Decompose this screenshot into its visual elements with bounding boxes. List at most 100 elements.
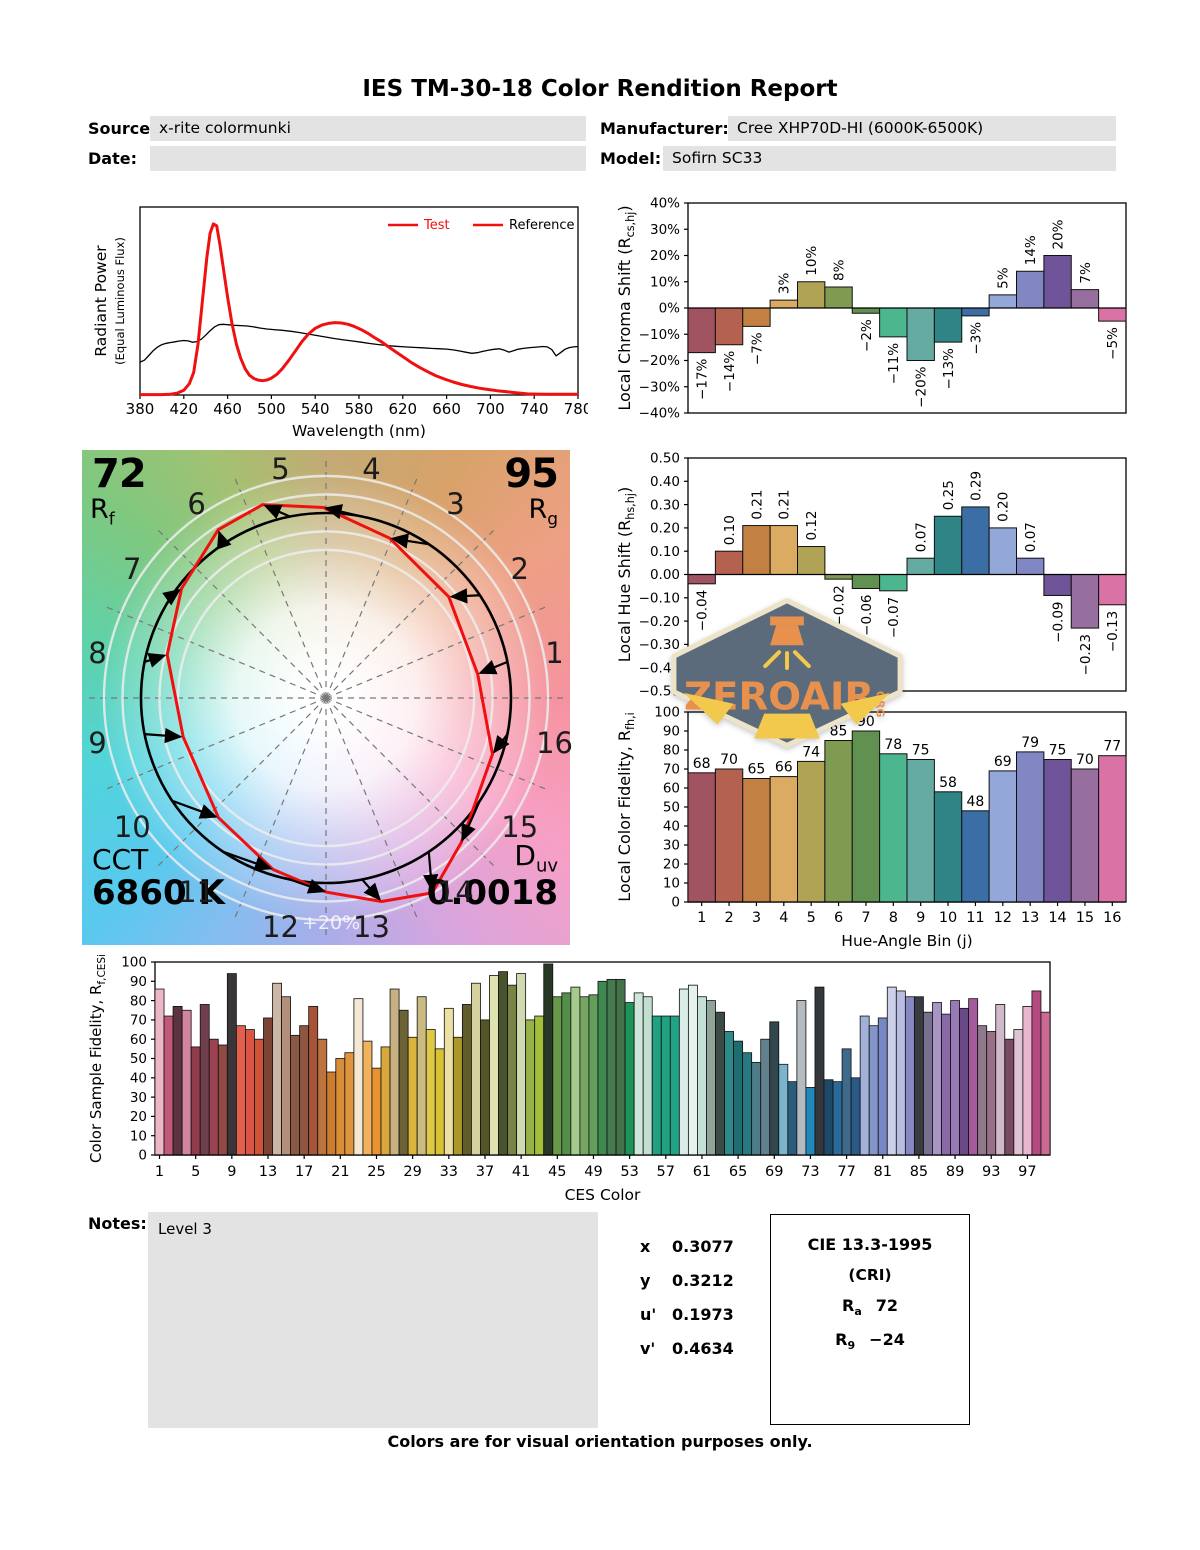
svg-text:7%: 7%: [1078, 262, 1094, 284]
svg-text:460: 460: [213, 400, 242, 418]
svg-text:20%: 20%: [650, 248, 680, 264]
svg-text:0.30: 0.30: [650, 497, 680, 513]
rf-label: Rf: [90, 494, 115, 530]
svg-text:0.20: 0.20: [996, 492, 1012, 522]
svg-text:16: 16: [1103, 910, 1121, 926]
svg-text:85: 85: [830, 724, 848, 740]
svg-text:30%: 30%: [650, 222, 680, 238]
svg-text:420: 420: [169, 400, 198, 418]
svg-text:30: 30: [130, 1090, 147, 1106]
hue-bin-label-3: 3: [446, 487, 465, 522]
hue-bin-label-5: 5: [271, 452, 290, 487]
svg-text:75: 75: [1049, 743, 1067, 759]
svg-text:50: 50: [130, 1051, 147, 1067]
svg-text:Hue-Angle Bin (j): Hue-Angle Bin (j): [841, 932, 972, 950]
svg-text:−10%: −10%: [639, 327, 680, 343]
hue-bin-label-6: 6: [187, 487, 206, 522]
svg-text:78: 78: [884, 737, 902, 753]
svg-text:0: 0: [138, 1148, 147, 1164]
svg-text:8: 8: [889, 910, 898, 926]
svg-text:97: 97: [1018, 1164, 1036, 1180]
svg-text:80: 80: [663, 743, 680, 759]
svg-text:−0.10: −0.10: [639, 591, 680, 607]
svg-text:0.07: 0.07: [1023, 522, 1039, 552]
svg-text:−11%: −11%: [886, 343, 902, 384]
svg-text:75: 75: [912, 743, 930, 759]
svg-text:70: 70: [720, 752, 738, 768]
cri-subtitle: (CRI): [848, 1266, 892, 1284]
svg-text:Test: Test: [423, 218, 450, 233]
svg-text:14%: 14%: [1023, 235, 1039, 265]
svg-text:−0.07: −0.07: [886, 597, 902, 638]
svg-text:Local Color Fidelity, Rfh,i: Local Color Fidelity, Rfh,i: [615, 712, 637, 902]
svg-text:11: 11: [966, 910, 984, 926]
source-field: x-rite colormunki: [150, 116, 586, 141]
svg-text:−0.23: −0.23: [1078, 634, 1094, 675]
svg-text:−20%: −20%: [639, 353, 680, 369]
color-vector-graphic: 72 Rf 95 Rg CCT 6860 K Duv 0.0018 +20% 1…: [82, 450, 573, 945]
svg-text:−40%: −40%: [639, 406, 680, 422]
svg-text:60: 60: [663, 781, 680, 797]
svg-text:0.12: 0.12: [804, 510, 820, 540]
svg-text:0.00: 0.00: [650, 567, 680, 583]
svg-text:15: 15: [1076, 910, 1094, 926]
svg-text:−0.04: −0.04: [695, 590, 711, 631]
svg-text:30: 30: [663, 838, 680, 854]
svg-text:−0.30: −0.30: [639, 637, 680, 653]
duv-value: 0.0018: [426, 873, 558, 913]
hue-bin-label-15: 15: [501, 810, 539, 845]
hue-bin-label-10: 10: [113, 810, 151, 845]
notes-label: Notes:: [88, 1214, 147, 1233]
svg-text:3%: 3%: [777, 273, 793, 295]
hue-bin-label-12: 12: [262, 909, 299, 944]
svg-text:53: 53: [620, 1164, 638, 1180]
svg-text:17: 17: [295, 1164, 313, 1180]
ring-scale-label: +20%: [302, 912, 361, 934]
svg-text:41: 41: [512, 1164, 530, 1180]
ra-row: Ra 72: [841, 1296, 899, 1319]
svg-text:1: 1: [155, 1164, 164, 1180]
hue-bin-label-4: 4: [362, 452, 381, 487]
svg-text:58: 58: [939, 775, 957, 791]
hue-bin-label-9: 9: [88, 726, 107, 761]
svg-text:20: 20: [130, 1109, 147, 1125]
svg-text:73: 73: [801, 1164, 819, 1180]
local-color-fidelity-chart: 100 90 80 70 60 50 40 30 20 10 0 Local Color Fideli…: [606, 700, 1166, 950]
svg-text:90: 90: [663, 724, 680, 740]
svg-text:61: 61: [693, 1164, 711, 1180]
svg-text:49: 49: [584, 1164, 602, 1180]
svg-text:10%: 10%: [650, 274, 680, 290]
svg-text:5: 5: [191, 1164, 200, 1180]
svg-text:−0.13: −0.13: [1105, 611, 1121, 652]
svg-text:0.40: 0.40: [650, 474, 680, 490]
svg-text:−0.02: −0.02: [831, 585, 847, 626]
svg-text:−17%: −17%: [695, 358, 711, 399]
svg-text:0%: 0%: [659, 301, 681, 317]
chromaticity-y-row: y 0.3212: [640, 1271, 734, 1290]
svg-text:5%: 5%: [996, 267, 1012, 289]
local-hue-shift-chart: 0.50 0.40 0.30 0.20 0.10 0.00 −0.10 −0.20 −0.30−…: [606, 445, 1166, 707]
svg-text:−13%: −13%: [941, 348, 957, 389]
svg-text:13: 13: [1021, 910, 1039, 926]
manufacturer-value: Cree XHP70D-HI (6000K-6500K): [737, 119, 984, 137]
svg-text:70: 70: [130, 1013, 147, 1029]
model-field: Sofirn SC33: [663, 146, 1116, 171]
cct-label: CCT: [92, 843, 149, 876]
svg-text:70: 70: [663, 762, 680, 778]
svg-text:660: 660: [432, 400, 461, 418]
svg-text:Radiant Power: Radiant Power: [92, 245, 110, 357]
svg-text:7: 7: [861, 910, 870, 926]
svg-text:10: 10: [939, 910, 957, 926]
svg-text:60: 60: [130, 1032, 147, 1048]
svg-text:10: 10: [130, 1128, 147, 1144]
svg-text:5: 5: [807, 910, 816, 926]
local-chroma-shift-chart: 40% 30% 20% 10% 0% −10% −20% −30% −40% Local Chro…: [606, 190, 1166, 430]
svg-text:57: 57: [657, 1164, 675, 1180]
svg-text:−2%: −2%: [859, 319, 875, 352]
model-label: Model:: [600, 149, 662, 168]
svg-text:0.10: 0.10: [722, 515, 738, 545]
svg-text:10: 10: [663, 876, 680, 892]
svg-text:−0.50: −0.50: [639, 684, 680, 700]
svg-text:0: 0: [671, 895, 680, 911]
